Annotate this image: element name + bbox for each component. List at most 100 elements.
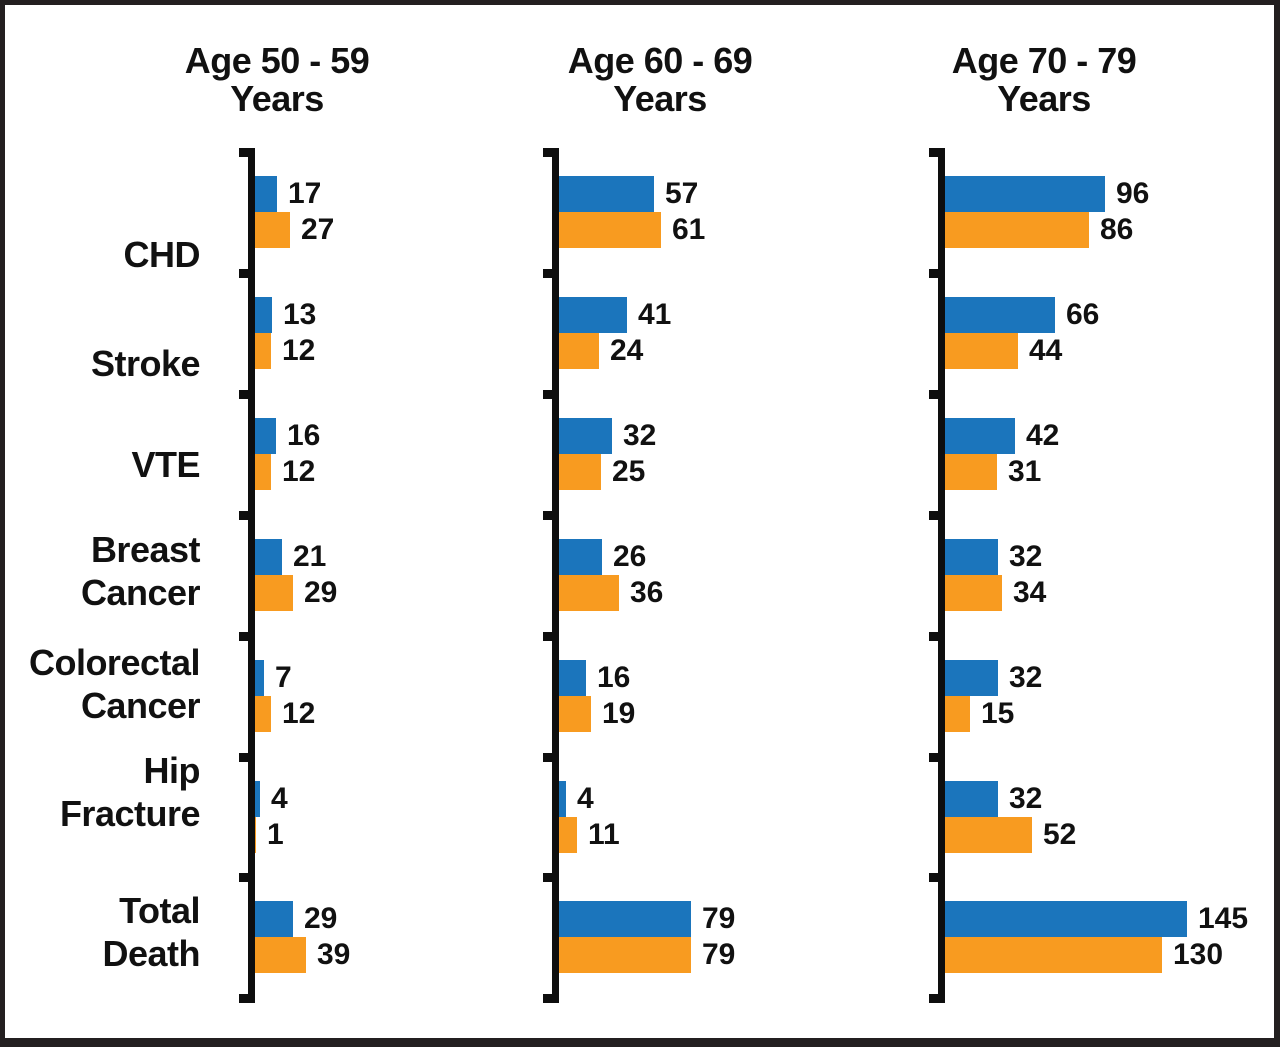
bar-blue_series-row0-panel2	[945, 176, 1105, 212]
bar-blue_series-row5-panel0	[255, 781, 260, 817]
category-label-total-death: Total Death	[0, 889, 200, 975]
bar-blue_series-row5-panel2	[945, 781, 998, 817]
category-label-line: Death	[102, 933, 200, 974]
bar-blue_series-row6-panel1	[559, 901, 691, 937]
category-label-line: Cancer	[80, 572, 201, 613]
axis-tick	[929, 632, 945, 641]
bar-orange_series-row0-panel2	[945, 212, 1089, 248]
bar-blue_series-row5-panel1	[559, 781, 566, 817]
bar-orange_series-row4-panel2	[945, 696, 970, 732]
category-label-stroke: Stroke	[0, 342, 201, 385]
panel-title-line1: Age 60 - 69	[567, 40, 753, 81]
value-label: 7	[275, 661, 292, 694]
value-label: 86	[1100, 213, 1134, 246]
value-label: 15	[981, 697, 1015, 730]
value-label: 79	[702, 902, 736, 935]
y-axis-panel-2	[938, 150, 945, 1002]
category-label-line: VTE	[131, 443, 200, 485]
value-label: 36	[630, 576, 664, 609]
bar-orange_series-row2-panel1	[559, 454, 601, 490]
axis-tick	[543, 632, 559, 641]
value-label: 130	[1173, 938, 1224, 971]
value-label: 16	[287, 419, 321, 452]
value-label: 32	[1009, 540, 1043, 573]
bar-orange_series-row5-panel1	[559, 817, 577, 853]
value-label: 32	[1009, 782, 1043, 815]
bar-blue_series-row6-panel0	[255, 901, 293, 937]
value-label: 44	[1029, 334, 1063, 367]
bar-orange_series-row6-panel0	[255, 937, 306, 973]
value-label: 66	[1066, 298, 1100, 331]
panel-title-line2: Years	[230, 78, 324, 119]
bar-orange_series-row0-panel0	[255, 212, 290, 248]
axis-tick	[543, 511, 559, 520]
panel-title-age-70-79: Age 70 - 79 Years	[874, 42, 1214, 118]
axis-tick	[929, 148, 945, 157]
axis-tick	[239, 390, 255, 399]
axis-tick	[543, 753, 559, 762]
bar-blue_series-row0-panel0	[255, 176, 277, 212]
value-label: 42	[1026, 419, 1060, 452]
bar-blue_series-row2-panel2	[945, 418, 1015, 454]
value-label: 17	[288, 177, 322, 210]
bar-orange_series-row3-panel1	[559, 575, 619, 611]
category-label-line: Fracture	[59, 793, 201, 834]
axis-tick	[239, 511, 255, 520]
value-label: 39	[317, 938, 351, 971]
bar-orange_series-row1-panel0	[255, 333, 271, 369]
axis-tick	[239, 753, 255, 762]
axis-tick	[929, 269, 945, 278]
value-label: 12	[282, 455, 316, 488]
bar-blue_series-row6-panel2	[945, 901, 1187, 937]
value-label: 29	[304, 576, 338, 609]
value-label: 52	[1043, 818, 1077, 851]
bar-orange_series-row6-panel1	[559, 937, 691, 973]
axis-tick	[929, 994, 945, 1003]
y-axis-panel-1	[552, 150, 559, 1002]
axis-tick	[929, 753, 945, 762]
bar-orange_series-row3-panel2	[945, 575, 1002, 611]
axis-tick	[239, 873, 255, 882]
axis-tick	[543, 148, 559, 157]
bar-orange_series-row2-panel0	[255, 454, 271, 490]
bar-orange_series-row4-panel1	[559, 696, 591, 732]
axis-tick	[929, 873, 945, 882]
category-label-breast-cancer: Breast Cancer	[0, 528, 201, 614]
panel-title-line1: Age 70 - 79	[951, 40, 1137, 81]
category-label-line: CHD	[123, 233, 201, 275]
category-label-line: Breast	[90, 529, 201, 570]
value-label: 27	[301, 213, 335, 246]
axis-tick	[543, 390, 559, 399]
bar-blue_series-row3-panel1	[559, 539, 602, 575]
value-label: 26	[613, 540, 647, 573]
value-label: 12	[282, 697, 316, 730]
bar-blue_series-row0-panel1	[559, 176, 654, 212]
axis-tick	[239, 994, 255, 1003]
value-label: 34	[1013, 576, 1047, 609]
bar-blue_series-row1-panel1	[559, 297, 627, 333]
bar-blue_series-row4-panel2	[945, 660, 998, 696]
bar-blue_series-row1-panel2	[945, 297, 1055, 333]
bar-orange_series-row3-panel0	[255, 575, 293, 611]
value-label: 4	[577, 782, 594, 815]
value-label: 32	[1009, 661, 1043, 694]
value-label: 16	[597, 661, 631, 694]
value-label: 32	[623, 419, 657, 452]
panel-title-line1: Age 50 - 59	[184, 40, 370, 81]
category-label-chd: CHD	[0, 233, 201, 276]
axis-tick	[929, 511, 945, 520]
bar-orange_series-row4-panel0	[255, 696, 271, 732]
value-label: 12	[282, 334, 316, 367]
category-label-colorectal-cancer: Colorectal Cancer	[0, 641, 201, 727]
value-label: 13	[283, 298, 317, 331]
bar-orange_series-row1-panel2	[945, 333, 1018, 369]
value-label: 57	[665, 177, 699, 210]
panel-title-age-60-69: Age 60 - 69 Years	[490, 42, 830, 118]
axis-tick	[239, 632, 255, 641]
category-label-line: Colorectal	[28, 642, 201, 683]
category-label-line: Hip	[143, 750, 201, 791]
bar-blue_series-row2-panel1	[559, 418, 612, 454]
axis-tick	[543, 873, 559, 882]
bar-orange_series-row1-panel1	[559, 333, 599, 369]
